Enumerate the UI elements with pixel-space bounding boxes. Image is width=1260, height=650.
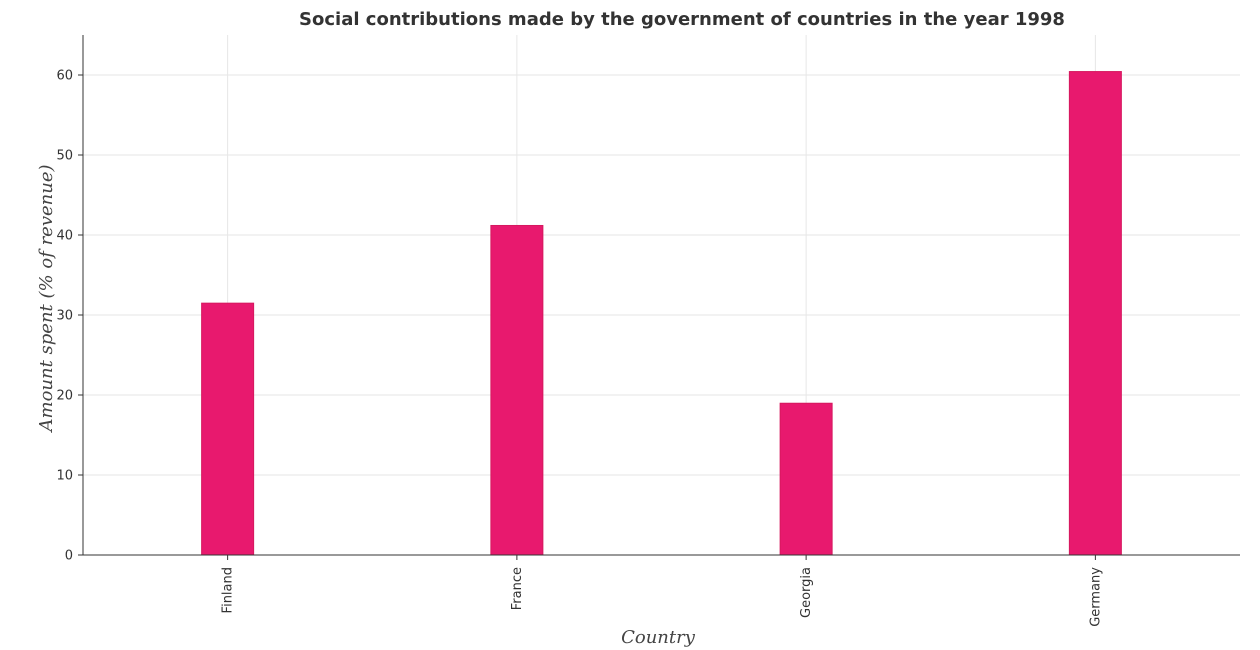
y-tick-labels: 0 10 20 30 40 50 60 xyxy=(56,69,83,564)
gridlines xyxy=(83,35,1240,556)
y-tick-label: 0 xyxy=(65,549,73,564)
y-tick-label: 20 xyxy=(56,389,73,404)
x-tick-label: France xyxy=(510,567,525,610)
y-axis-title: Amount spent (% of revenue) xyxy=(36,164,57,433)
y-tick-label: 60 xyxy=(56,69,73,84)
y-tick-label: 10 xyxy=(56,469,73,484)
y-tick-label: 50 xyxy=(56,149,73,164)
x-tick-labels: Finland France Georgia Germany xyxy=(221,555,1103,627)
bar-finland xyxy=(201,302,255,556)
chart-title: Social contributions made by the governm… xyxy=(299,9,1065,30)
axes xyxy=(82,35,1240,556)
bar-georgia xyxy=(779,402,833,556)
x-tick-label: Finland xyxy=(221,567,236,613)
x-tick-label: Germany xyxy=(1088,567,1103,627)
y-tick-label: 30 xyxy=(56,309,73,324)
bar-france xyxy=(490,224,544,556)
x-tick-label: Georgia xyxy=(799,567,814,618)
bar-germany xyxy=(1068,71,1122,556)
x-axis-title: Country xyxy=(621,627,696,648)
y-tick-label: 40 xyxy=(56,229,73,244)
bars xyxy=(201,71,1122,556)
